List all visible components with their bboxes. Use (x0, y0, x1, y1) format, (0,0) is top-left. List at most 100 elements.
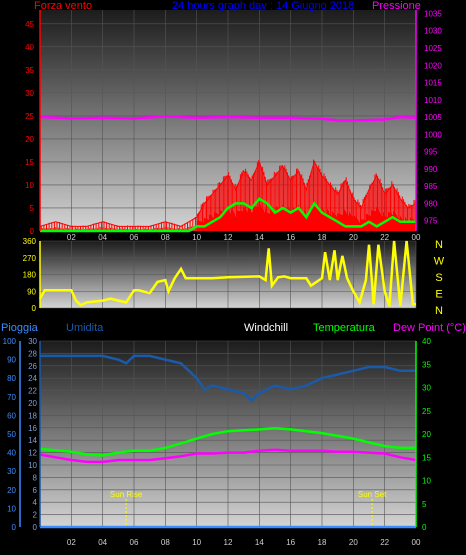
x-tick-label: 00 (412, 538, 421, 547)
direction-grid (40, 240, 417, 309)
y-tick-label: 30 (422, 384, 431, 393)
x-tick-label: 10 (192, 538, 201, 547)
y-tick-label: 5 (422, 500, 427, 509)
y-tick-label: 1020 (424, 61, 442, 70)
y-tick-label: 35 (25, 66, 34, 75)
y-tick-label: 16 (28, 424, 37, 433)
y-tick-label: 30 (25, 89, 34, 98)
y-tick-label: 1025 (424, 44, 442, 53)
y-tick-label: 990 (424, 165, 438, 174)
dewpoint-line (39, 448, 417, 464)
y-tick-label: 80 (7, 374, 16, 383)
sun-marker-label: Sun Rise (110, 490, 143, 499)
y-tick-label: 50 (7, 430, 16, 439)
x-tick-label: 16 (286, 538, 295, 547)
y-tick-label: 20 (422, 430, 431, 439)
y-tick-label: 60 (7, 411, 16, 420)
y-tick-label: 1030 (424, 27, 442, 36)
y-tick-label: 180 (23, 271, 37, 280)
humidity-label: Umidita (66, 322, 104, 334)
pressure-line (39, 115, 417, 122)
chart-title: 24 hours graph day : 14 Giugno 2018 (172, 0, 354, 12)
x-tick-label: 16 (286, 233, 295, 242)
y-tick-label: 14 (28, 436, 37, 445)
y-tick-label: 5 (30, 204, 35, 213)
y-tick-label: 980 (424, 199, 438, 208)
y-tick-label: 90 (7, 356, 16, 365)
y-tick-label: 10 (28, 461, 37, 470)
pressure-ticks: 975 980 985 990 995 1000 1005 1010 1015 1020 1025 1… (424, 9, 442, 225)
x-tick-label: 18 (318, 233, 327, 242)
y-tick-label: 15 (25, 158, 34, 167)
y-tick-label: 35 (422, 360, 431, 369)
sun-marker-label: Sun Set (358, 490, 387, 499)
sun-markers: Sun Rise Sun Set (110, 490, 387, 527)
y-tick-label: 1015 (424, 79, 442, 88)
x-tick-label: 02 (67, 233, 76, 242)
y-tick-label: 975 (424, 217, 438, 226)
x-tick-label: 08 (161, 538, 170, 547)
temperature-x-ticks: 02 04 06 08 10 12 14 16 18 20 22 00 (67, 538, 421, 547)
x-tick-label: 04 (98, 233, 107, 242)
y-tick-label: 0 (33, 523, 38, 532)
x-tick-label: 14 (255, 233, 264, 242)
rain-label: Pioggia (1, 322, 39, 334)
windchill-label: Windchill (244, 322, 288, 334)
x-tick-label: 08 (161, 233, 170, 242)
temperature-grid (40, 340, 417, 528)
wind-average-line (40, 197, 416, 233)
y-tick-label: 100 (3, 337, 17, 346)
y-tick-label: 360 (23, 237, 37, 246)
y-tick-label: 2 (33, 511, 38, 520)
x-tick-label: 00 (412, 233, 421, 242)
y-tick-label: 20 (7, 486, 16, 495)
y-tick-label: 8 (33, 473, 38, 482)
temperature-label: Temperatura (313, 322, 376, 334)
wind-x-ticks: 02 04 06 08 10 12 14 16 18 20 22 00 (67, 233, 421, 242)
x-tick-label: 12 (224, 233, 233, 242)
y-tick-label: 26 (28, 362, 37, 371)
y-tick-label: 30 (28, 337, 37, 346)
y-tick-label: 1000 (424, 130, 442, 139)
x-tick-label: 04 (98, 538, 107, 547)
y-tick-label: 18 (28, 411, 37, 420)
x-tick-label: 10 (192, 233, 201, 242)
wind-direction-line (38, 240, 416, 307)
y-tick-label: 22 (28, 387, 37, 396)
y-tick-label: 10 (7, 504, 16, 513)
x-tick-label: 12 (224, 538, 233, 547)
y-tick-label: 4 (33, 498, 38, 507)
y-tick-label: 24 (28, 374, 37, 383)
y-tick-label: 270 (23, 254, 37, 263)
pressure-axis-label: Pressione (372, 0, 421, 12)
compass-label: W (434, 256, 445, 268)
x-tick-label: 18 (318, 538, 327, 547)
x-tick-label: 22 (380, 233, 389, 242)
x-tick-label: 20 (349, 233, 358, 242)
temperature-line (39, 427, 416, 457)
y-tick-label: 10 (422, 477, 431, 486)
y-tick-label: 70 (7, 393, 16, 402)
y-tick-label: 40 (25, 43, 34, 52)
y-tick-label: 40 (422, 337, 431, 346)
y-tick-label: 25 (25, 112, 34, 121)
y-tick-label: 40 (7, 449, 16, 458)
x-tick-label: 06 (130, 233, 139, 242)
wind-strength-line (39, 160, 417, 227)
rain-ticks: 0 10 20 30 40 50 60 70 80 90 100 (3, 337, 17, 532)
y-tick-label: 0 (422, 523, 427, 532)
compass-label: S (435, 272, 442, 284)
y-tick-label: 985 (424, 182, 438, 191)
y-tick-label: 15 (422, 453, 431, 462)
x-tick-label: 14 (255, 538, 264, 547)
compass-label: E (435, 289, 442, 301)
humidity-line (40, 354, 416, 403)
y-tick-label: 12 (28, 449, 37, 458)
x-tick-label: 20 (349, 538, 358, 547)
y-tick-label: 1035 (424, 9, 442, 18)
y-tick-label: 6 (33, 486, 38, 495)
